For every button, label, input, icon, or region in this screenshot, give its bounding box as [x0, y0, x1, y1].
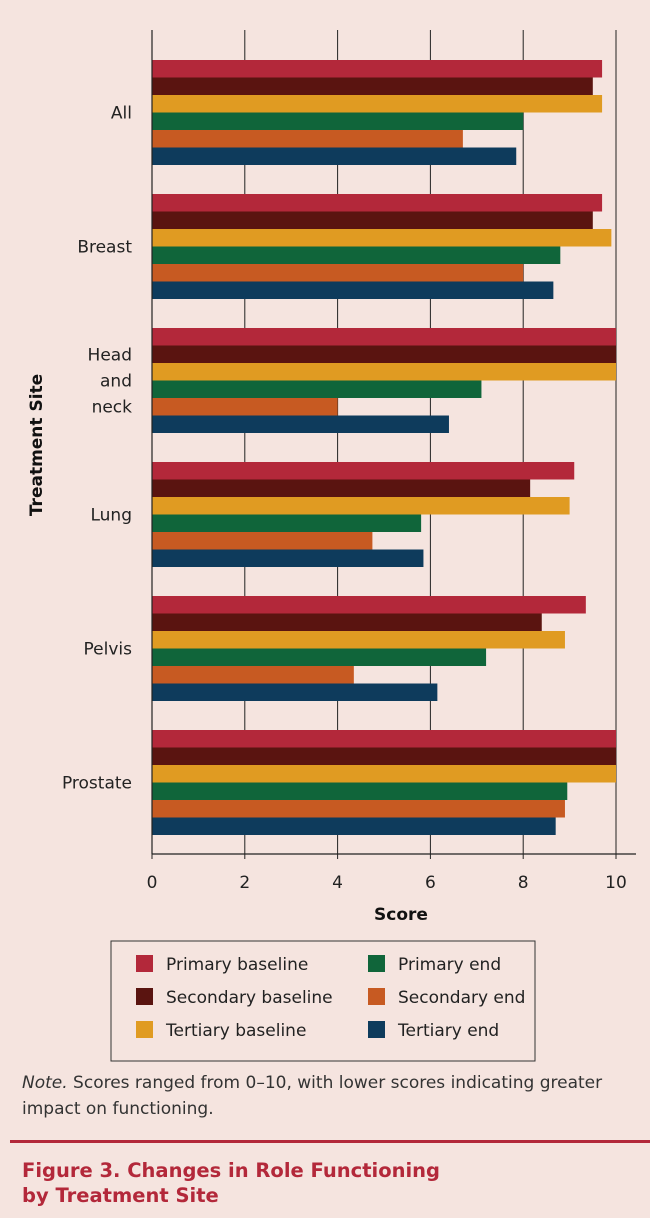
bar-head-and-neck-secondary-end — [152, 398, 338, 416]
category-label-line: Lung — [90, 506, 132, 526]
bar-head-and-neck-tertiary-end — [152, 415, 449, 433]
category-labels: All Breast Head and neck Lung Pelvis Prostate — [62, 104, 132, 794]
category-label-line: and — [100, 372, 132, 392]
legend-swatch — [368, 955, 385, 972]
bar-lung-secondary-end — [152, 532, 373, 550]
bar-breast-tertiary-end — [152, 281, 554, 299]
bar-breast-primary-end — [152, 246, 561, 264]
y-axis-label: Treatment Site — [27, 374, 47, 516]
x-axis-label: Score — [374, 905, 428, 925]
bar-breast-secondary-baseline — [152, 211, 593, 229]
figure-caption: Figure 3. Changes in Role Functioning by… — [22, 1158, 622, 1208]
x-tick-label: 10 — [605, 873, 627, 893]
bar-pelvis-primary-baseline — [152, 596, 586, 614]
bar-prostate-tertiary-end — [152, 817, 556, 835]
bars — [152, 60, 616, 835]
bar-all-secondary-baseline — [152, 77, 593, 95]
bar-breast-primary-baseline — [152, 194, 603, 212]
bar-prostate-secondary-end — [152, 800, 565, 818]
category-label: All — [111, 104, 132, 124]
bar-head-and-neck-primary-end — [152, 380, 482, 398]
caption-line-2: by Treatment Site — [22, 1184, 219, 1207]
bar-pelvis-secondary-end — [152, 666, 354, 684]
category-label: Prostate — [62, 774, 132, 794]
bar-lung-primary-end — [152, 514, 422, 532]
bar-head-and-neck-primary-baseline — [152, 328, 616, 346]
gridlines — [244, 30, 617, 854]
x-tick-label: 6 — [425, 873, 436, 893]
bar-all-tertiary-end — [152, 147, 517, 165]
bar-all-tertiary-baseline — [152, 95, 603, 113]
category-label: Breast — [77, 238, 132, 258]
note: Note. Scores ranged from 0–10, with lowe… — [22, 1070, 640, 1122]
axes — [151, 30, 636, 859]
bar-pelvis-secondary-baseline — [152, 613, 542, 631]
bar-all-secondary-end — [152, 130, 463, 148]
caption-line-1: Figure 3. Changes in Role Functioning — [22, 1159, 441, 1182]
bar-prostate-primary-baseline — [152, 730, 616, 748]
category-label-line: All — [111, 104, 132, 124]
bar-breast-secondary-end — [152, 264, 524, 282]
legend-swatch — [136, 1021, 153, 1038]
bar-pelvis-tertiary-end — [152, 683, 438, 701]
bar-head-and-neck-secondary-baseline — [152, 345, 616, 363]
legend-swatch — [368, 988, 385, 1005]
bar-head-and-neck-tertiary-baseline — [152, 363, 616, 381]
bar-lung-tertiary-baseline — [152, 497, 570, 515]
x-tick-labels: 0 2 4 6 8 10 — [147, 873, 627, 893]
x-tick-label: 2 — [239, 873, 250, 893]
category-label: Pelvis — [84, 640, 133, 660]
legend-swatch — [136, 955, 153, 972]
figure-background — [9, 10, 650, 1140]
bar-lung-tertiary-end — [152, 549, 424, 567]
category-label: Head and neck — [88, 346, 133, 418]
legend-label: Tertiary baseline — [165, 1021, 306, 1041]
divider — [10, 1140, 650, 1143]
legend-label: Primary end — [398, 955, 501, 975]
bar-pelvis-tertiary-baseline — [152, 631, 565, 649]
category-label-line: neck — [92, 398, 133, 418]
legend-box — [110, 940, 536, 1062]
x-tick-label: 4 — [332, 873, 343, 893]
x-tick-label: 8 — [518, 873, 529, 893]
bar-pelvis-primary-end — [152, 648, 487, 666]
note-lead: Note. — [22, 1073, 68, 1093]
category-label: Lung — [90, 506, 132, 526]
x-tick-label: 0 — [147, 873, 158, 893]
legend-label: Tertiary end — [397, 1021, 499, 1041]
legend-label: Primary baseline — [166, 955, 308, 975]
legend-label: Secondary end — [398, 988, 525, 1008]
bar-breast-tertiary-baseline — [152, 229, 612, 247]
legend-swatch — [368, 1021, 385, 1038]
category-label-line: Prostate — [62, 774, 132, 794]
bar-all-primary-baseline — [152, 60, 603, 78]
bar-prostate-secondary-baseline — [152, 747, 616, 765]
note-text: Scores ranged from 0–10, with lower scor… — [22, 1073, 603, 1119]
legend: Primary baseline Secondary baseline Tertia… — [110, 940, 536, 1062]
bar-lung-primary-baseline — [152, 462, 575, 480]
bar-all-primary-end — [152, 112, 524, 130]
bar-prostate-primary-end — [152, 782, 568, 800]
bar-lung-secondary-baseline — [152, 479, 531, 497]
legend-swatch — [136, 988, 153, 1005]
category-label-line: Pelvis — [84, 640, 133, 660]
legend-label: Secondary baseline — [166, 988, 333, 1008]
category-label-line: Head — [88, 346, 132, 366]
bar-prostate-tertiary-baseline — [152, 765, 616, 783]
category-label-line: Breast — [77, 238, 132, 258]
